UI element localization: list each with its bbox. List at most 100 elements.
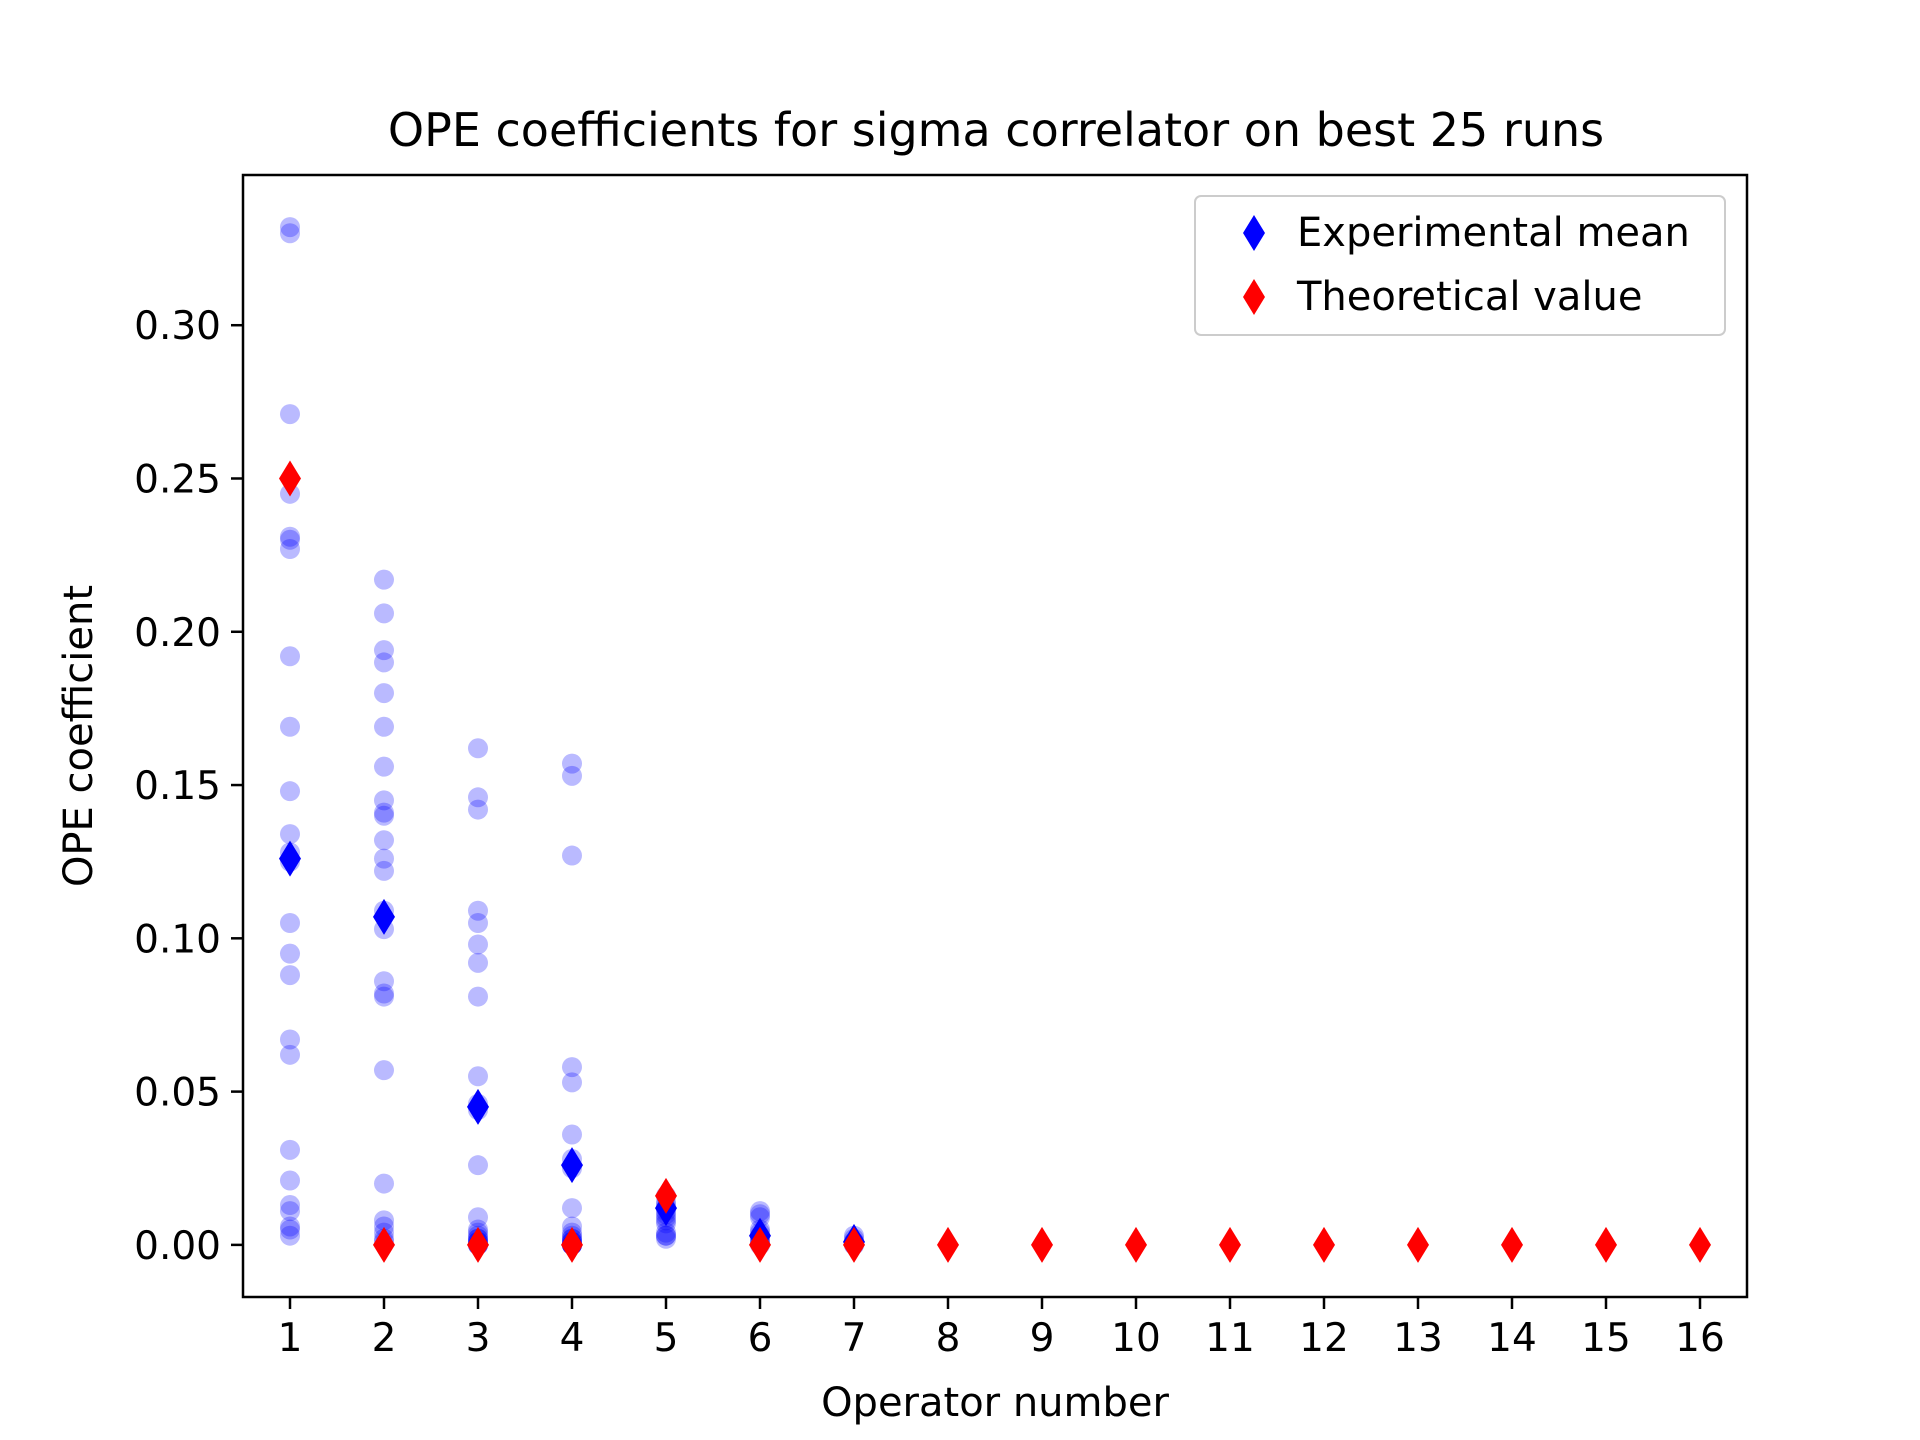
run-point-op1-9 [280, 716, 300, 737]
chart-title: OPE coefficients for sigma correlator on… [388, 103, 1604, 157]
y-axis-label: OPE coefficient [56, 585, 102, 887]
run-point-op1-22 [280, 1201, 300, 1222]
x-tick-label-5: 5 [654, 1316, 679, 1361]
x-tick-label-4: 4 [560, 1316, 585, 1361]
run-point-op3-3 [468, 799, 488, 820]
x-tick-label-15: 15 [1581, 1316, 1631, 1361]
x-tick-label-10: 10 [1111, 1316, 1161, 1361]
x-tick-label-7: 7 [842, 1316, 867, 1361]
y-tick-label-1: 0.05 [134, 1071, 221, 1116]
legend-entry-experimental-mean: Experimental mean [1243, 210, 1690, 256]
run-point-op4-2 [562, 765, 582, 786]
run-point-op2-7 [374, 756, 394, 777]
run-point-op6-3 [750, 1207, 770, 1228]
run-point-op2-6 [374, 716, 394, 737]
y-tick-label-2: 0.10 [134, 917, 221, 962]
run-point-op2-9 [374, 802, 394, 823]
run-point-op3-5 [468, 913, 488, 933]
run-point-op1-1 [280, 217, 300, 238]
theoretical-value-marker-op14 [1501, 1226, 1523, 1263]
run-point-op1-5 [280, 526, 300, 547]
theoretical-value-marker-op10 [1125, 1226, 1147, 1263]
run-point-op1-6 [280, 529, 300, 550]
run-point-op2-3 [374, 640, 394, 661]
run-point-op4-9 [562, 1198, 582, 1219]
experimental-mean-marker-op4 [561, 1147, 583, 1184]
run-point-op3-12 [468, 1155, 488, 1176]
run-point-op2-20 [374, 1173, 394, 1194]
x-tick-label-13: 13 [1393, 1316, 1443, 1361]
run-point-op1-7 [280, 539, 300, 559]
run-point-op6-2 [750, 1204, 770, 1225]
run-point-op1-15 [280, 943, 300, 964]
run-point-op3-9 [468, 1066, 488, 1087]
x-tick-label-16: 16 [1675, 1316, 1725, 1361]
run-point-op2-17 [374, 983, 394, 1004]
legend-box [1194, 195, 1726, 336]
x-axis-ticks: 1 2 3 4 5 6 7 8 9 10 11 12 13 14 15 16 [278, 1297, 1725, 1361]
run-point-op1-21 [280, 1195, 300, 1216]
legend: Experimental mean Theoretical value [1194, 195, 1726, 336]
run-point-op2-8 [374, 790, 394, 811]
run-point-op3-8 [468, 986, 488, 1007]
run-point-op1-16 [280, 965, 300, 986]
x-axis-label: Operator number [821, 1380, 1169, 1426]
y-tick-label-4: 0.20 [134, 611, 221, 656]
run-point-op1-24 [280, 1219, 300, 1240]
run-point-op3-6 [468, 934, 488, 955]
x-tick-label-8: 8 [936, 1316, 961, 1361]
theoretical-value-marker-op6 [749, 1226, 771, 1263]
theoretical-value-marker-op16 [1689, 1226, 1711, 1263]
run-point-op6-1 [750, 1201, 770, 1222]
run-point-op2-18 [374, 986, 394, 1007]
legend-entry-theoretical-value: Theoretical value [1243, 274, 1642, 320]
run-point-op3-7 [468, 952, 488, 973]
y-tick-label-0: 0.00 [134, 1224, 221, 1269]
run-point-op1-19 [280, 1139, 300, 1160]
run-point-op5-10 [656, 1222, 676, 1243]
run-point-op1-18 [280, 1044, 300, 1065]
run-point-op2-11 [374, 830, 394, 851]
theoretical-value-marker-op12 [1313, 1226, 1335, 1263]
x-tick-label-11: 11 [1205, 1316, 1255, 1361]
run-point-op1-17 [280, 1029, 300, 1050]
run-point-op4-10 [562, 1216, 582, 1237]
run-point-op2-5 [374, 683, 394, 704]
run-point-op5-11 [656, 1225, 676, 1246]
y-axis-ticks: 0.00 0.05 0.10 0.15 0.20 0.25 0.30 [134, 304, 243, 1269]
run-point-op2-13 [374, 860, 394, 881]
theoretical-value-marker-op11 [1219, 1226, 1241, 1263]
x-tick-label-12: 12 [1299, 1316, 1349, 1361]
run-point-op3-4 [468, 900, 488, 921]
x-tick-label-2: 2 [372, 1316, 397, 1361]
legend-blue-diamond-icon [1243, 215, 1265, 251]
x-tick-label-3: 3 [466, 1316, 491, 1361]
experimental-mean-marker-op1 [279, 840, 301, 877]
run-point-op1-25 [280, 1225, 300, 1246]
run-point-op2-22 [374, 1216, 394, 1237]
run-point-op4-4 [562, 1057, 582, 1078]
run-point-op5-13 [656, 1228, 676, 1249]
run-point-op4-3 [562, 845, 582, 866]
legend-red-diamond-icon [1243, 279, 1265, 315]
plot-frame [241, 173, 1749, 1299]
run-point-op3-13 [468, 1207, 488, 1228]
run-point-op1-20 [280, 1170, 300, 1191]
run-point-op2-2 [374, 603, 394, 624]
run-point-op2-4 [374, 652, 394, 673]
run-point-op1-3 [280, 404, 300, 425]
run-point-op2-1 [374, 569, 394, 590]
run-point-op1-10 [280, 781, 300, 802]
experimental-mean-marker-op3 [467, 1088, 489, 1125]
legend-label-experimental-mean: Experimental mean [1297, 210, 1690, 256]
run-point-op3-1 [468, 738, 488, 759]
theoretical-value-marker-op3 [467, 1226, 489, 1263]
theoretical-value-marker-op5 [655, 1177, 677, 1214]
theoretical-value-marker-op7 [843, 1226, 865, 1263]
legend-label-theoretical-value: Theoretical value [1296, 274, 1642, 320]
run-point-op4-1 [562, 753, 582, 774]
theoretical-value-marker-op1 [279, 460, 301, 497]
theoretical-value-marker-op9 [1031, 1226, 1053, 1263]
run-point-op1-23 [280, 1216, 300, 1237]
